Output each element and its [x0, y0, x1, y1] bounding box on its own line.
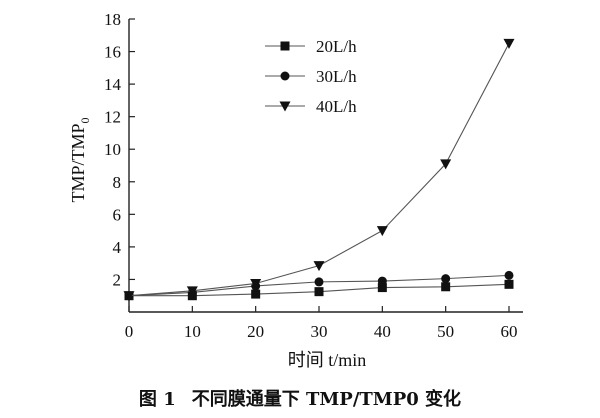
legend-item: 20L/h: [265, 37, 357, 56]
legend-item: 30L/h: [265, 67, 357, 86]
x-tick-label: 20: [247, 322, 264, 341]
data-point: [503, 38, 515, 49]
data-point: [504, 270, 514, 280]
data-point: [377, 276, 387, 286]
legend-label: 40L/h: [316, 97, 357, 116]
data-point: [313, 261, 325, 272]
y-tick-label: 12: [104, 108, 121, 127]
legend-marker: [280, 71, 290, 81]
y-tick-label: 8: [113, 173, 122, 192]
x-tick-label: 40: [374, 322, 391, 341]
x-tick-label: 50: [437, 322, 454, 341]
data-point: [440, 159, 452, 170]
y-tick-label: 6: [113, 205, 122, 224]
data-point: [441, 274, 451, 284]
data-point: [251, 289, 261, 299]
y-tick-label: 14: [104, 75, 122, 94]
x-axis-ticks: 0 10 20 30 40 50 60: [125, 306, 518, 341]
caption-text: 不同膜通量下 TMP/TMP0 变化: [192, 388, 461, 410]
y-tick-label: 16: [104, 43, 121, 62]
caption-prefix: 图 1: [139, 389, 176, 410]
series-40L/h: [123, 38, 515, 302]
legend-marker: [280, 41, 290, 51]
legend-item: 40L/h: [265, 97, 357, 116]
x-axis-label: 时间 t/min: [288, 350, 367, 370]
legend-marker: [279, 101, 291, 112]
data-point: [441, 282, 451, 292]
data-point: [250, 279, 262, 290]
y-axis-ticks: 2 4 6 8 10 12 14 16 18: [104, 10, 135, 289]
data-point: [186, 286, 198, 297]
y-tick-label: 2: [113, 270, 122, 289]
y-tick-label: 10: [104, 140, 121, 159]
data-point: [504, 279, 514, 289]
data-point: [377, 283, 387, 293]
legend-label: 20L/h: [316, 37, 357, 56]
data-point: [376, 226, 388, 237]
x-tick-label: 60: [501, 322, 518, 341]
legend-label: 30L/h: [316, 67, 357, 86]
x-tick-label: 10: [184, 322, 201, 341]
legend: 20L/h 30L/h 40L/h: [265, 37, 357, 116]
plot-frame: [128, 19, 523, 313]
y-tick-label: 18: [104, 10, 121, 29]
series-layer: [123, 38, 515, 302]
data-point: [314, 277, 324, 287]
x-tick-label: 30: [311, 322, 328, 341]
x-tick-label: 0: [125, 322, 134, 341]
y-tick-label: 4: [113, 238, 122, 257]
y-axis-label: TMP/TMP0: [68, 117, 92, 202]
data-point: [314, 287, 324, 297]
data-point: [123, 291, 135, 302]
figure-caption: 图 1 不同膜通量下 TMP/TMP0 变化: [139, 388, 461, 410]
